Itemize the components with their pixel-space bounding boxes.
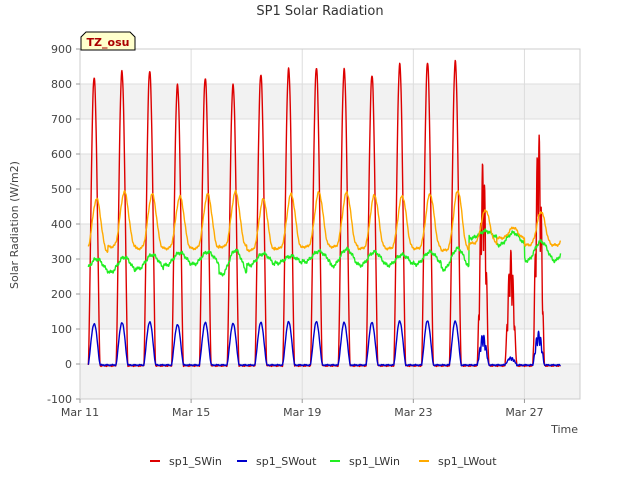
y-tick-label: 700 bbox=[51, 113, 72, 126]
x-axis-ticks: Mar 11 Mar 15 Mar 19 Mar 23 Mar 27 bbox=[61, 399, 544, 419]
plot-band bbox=[80, 329, 580, 364]
series-line-sp1-lwout bbox=[87, 189, 562, 253]
x-tick-label: Mar 23 bbox=[394, 406, 432, 419]
plot-band bbox=[80, 364, 580, 399]
chart-title: SP1 Solar Radiation bbox=[256, 4, 383, 19]
legend-label: sp1_SWout bbox=[256, 455, 317, 468]
plot-band bbox=[80, 49, 580, 84]
plot-band bbox=[80, 119, 580, 154]
y-tick-label: 300 bbox=[51, 253, 72, 266]
tz-badge: TZ_osu bbox=[80, 31, 136, 51]
y-tick-label: 500 bbox=[51, 183, 72, 196]
y-axis-label: Solar Radiation (W/m2) bbox=[8, 161, 21, 289]
y-tick-label: 100 bbox=[51, 323, 72, 336]
plot-band bbox=[80, 294, 580, 329]
y-tick-label: 400 bbox=[51, 218, 72, 231]
x-tick-label: Mar 15 bbox=[172, 406, 210, 419]
y-tick-label: 200 bbox=[51, 288, 72, 301]
tz-badge-box bbox=[80, 31, 136, 51]
plot-band bbox=[80, 189, 580, 224]
x-axis-label: Time bbox=[550, 423, 578, 436]
y-tick-label: 800 bbox=[51, 78, 72, 91]
series-line-sp1-swout bbox=[87, 320, 562, 367]
legend: sp1_SWin sp1_SWout sp1_LWin sp1_LWout bbox=[150, 455, 497, 468]
legend-label: sp1_LWout bbox=[438, 455, 497, 468]
tz-badge-label: TZ_osu bbox=[87, 36, 130, 49]
series-lines bbox=[87, 59, 562, 368]
y-tick-label: 0 bbox=[65, 358, 72, 371]
y-tick-label: 600 bbox=[51, 148, 72, 161]
legend-label: sp1_SWin bbox=[169, 455, 222, 468]
legend-label: sp1_LWin bbox=[349, 455, 400, 468]
plot-band bbox=[80, 84, 580, 119]
y-tick-label: 900 bbox=[51, 43, 72, 56]
plot-band bbox=[80, 154, 580, 189]
x-tick-label: Mar 27 bbox=[505, 406, 543, 419]
x-tick-label: Mar 19 bbox=[283, 406, 321, 419]
y-tick-label: -100 bbox=[47, 393, 72, 406]
y-axis-ticks: -100 0 100 200 300 400 500 600 700 800 900 bbox=[47, 43, 80, 406]
series-line-sp1-lwin bbox=[87, 228, 562, 277]
x-tick-label: Mar 11 bbox=[61, 406, 99, 419]
